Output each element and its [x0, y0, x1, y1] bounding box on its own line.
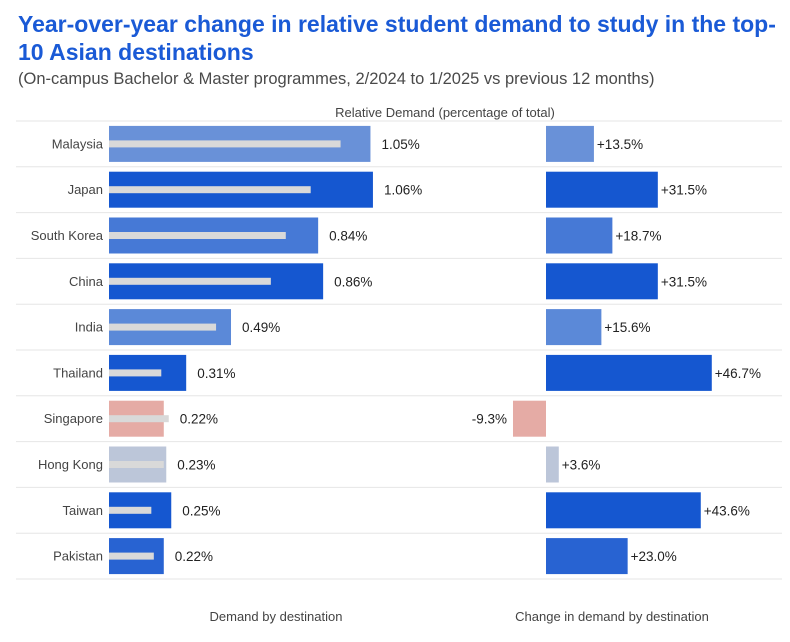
previous-demand-bar [109, 369, 162, 377]
change-bar [512, 400, 546, 437]
chart-row: China 0.86% +31.5% [69, 263, 707, 300]
demand-value-label: 1.06% [384, 183, 422, 198]
change-bar [546, 217, 613, 254]
category-label: Thailand [53, 365, 103, 380]
left-panel-caption: Demand by destination [210, 609, 343, 624]
change-bar [546, 309, 602, 346]
chart-row: Hong Kong 0.23% +3.6% [38, 446, 601, 483]
change-bar [546, 125, 594, 162]
previous-demand-bar [109, 277, 271, 285]
previous-demand-bar [109, 232, 286, 239]
previous-demand-bar [109, 506, 152, 514]
right-panel-caption: Change in demand by destination [515, 609, 709, 624]
change-bar [546, 538, 628, 575]
category-label: China [69, 274, 104, 289]
demand-value-label: 0.31% [197, 366, 235, 381]
demand-value-label: 0.22% [180, 412, 218, 427]
demand-value-label: 0.84% [329, 229, 367, 244]
chart-row: Singapore 0.22% -9.3% [44, 400, 546, 437]
change-bar [546, 171, 658, 208]
chart-title: Year-over-year change in relative studen… [18, 11, 776, 65]
change-value-label: +23.0% [631, 549, 677, 564]
chart-row: South Korea 0.84% +18.7% [31, 217, 662, 254]
category-label: India [75, 320, 104, 335]
previous-demand-bar [109, 140, 341, 148]
previous-demand-bar [109, 415, 169, 423]
change-bar [546, 263, 658, 300]
change-value-label: +31.5% [661, 183, 707, 198]
change-value-label: +43.6% [704, 503, 750, 518]
chart-row: Thailand 0.31% +46.7% [53, 354, 761, 391]
chart-row: Japan 1.06% +31.5% [68, 171, 707, 208]
change-value-label: +3.6% [562, 458, 601, 473]
change-value-label: +46.7% [715, 366, 761, 381]
change-bar [546, 354, 712, 391]
category-label: Singapore [44, 411, 103, 426]
previous-demand-bar [109, 323, 217, 331]
change-bar [546, 446, 559, 483]
demand-value-label: 0.23% [177, 458, 215, 473]
row-dividers [16, 120, 782, 580]
category-label: Japan [68, 182, 103, 197]
change-value-label: +31.5% [661, 274, 707, 289]
category-label: Malaysia [52, 136, 104, 151]
demand-value-label: 0.25% [182, 503, 220, 518]
axis-label: Relative Demand (percentage of total) [335, 105, 555, 120]
category-label: Taiwan [63, 503, 103, 518]
category-label: Hong Kong [38, 457, 103, 472]
change-value-label: +15.6% [604, 320, 650, 335]
chart-subtitle: (On-campus Bachelor & Master programmes,… [18, 70, 655, 88]
demand-value-label: 1.05% [381, 137, 419, 152]
chart-row: Taiwan 0.25% +43.6% [63, 492, 750, 529]
category-label: Pakistan [53, 549, 103, 564]
change-value-label: -9.3% [472, 412, 507, 427]
chart-row: India 0.49% +15.6% [75, 309, 651, 346]
demand-value-label: 0.22% [175, 549, 213, 564]
change-value-label: +18.7% [615, 229, 661, 244]
chart-row: Pakistan 0.22% +23.0% [53, 538, 677, 575]
previous-demand-bar [109, 461, 164, 468]
chart-row: Malaysia 1.05% +13.5% [52, 125, 643, 162]
demand-value-label: 0.49% [242, 320, 280, 335]
previous-demand-bar [109, 186, 311, 194]
chart-rows: Malaysia 1.05% +13.5% Japan 1.06% +31.5% South… [31, 125, 761, 575]
previous-demand-bar [109, 552, 154, 560]
change-bar [546, 492, 701, 529]
change-value-label: +13.5% [597, 137, 643, 152]
category-label: South Korea [31, 228, 104, 243]
demand-value-label: 0.86% [334, 274, 372, 289]
